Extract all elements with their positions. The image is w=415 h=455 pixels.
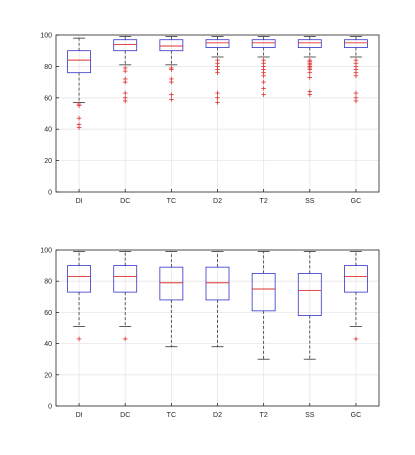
x-tick-label: SS xyxy=(305,198,315,205)
box-TC xyxy=(159,251,184,348)
x-tick-label: DC xyxy=(120,198,130,205)
box-DC xyxy=(113,36,138,104)
outlier-point xyxy=(215,100,220,105)
outlier-point xyxy=(307,70,313,75)
iqr-box xyxy=(251,39,276,48)
box-GC xyxy=(344,36,368,104)
outlier-point xyxy=(307,92,313,97)
box-T2 xyxy=(251,36,276,97)
outlier-point xyxy=(122,90,128,96)
y-tick-label: 60 xyxy=(44,310,52,317)
box-DI xyxy=(67,251,91,342)
outlier-point xyxy=(122,68,128,74)
outlier-point xyxy=(76,125,82,130)
outlier-point xyxy=(122,79,128,85)
outlier-point xyxy=(353,73,359,79)
y-tick-label: 40 xyxy=(44,341,52,348)
iqr-box xyxy=(67,265,91,293)
x-tick-label: GC xyxy=(351,412,362,419)
box-D2 xyxy=(205,36,230,105)
outlier-point xyxy=(122,336,128,342)
box-SS xyxy=(297,251,322,360)
iqr-box xyxy=(297,272,322,316)
iqr-box xyxy=(297,39,322,48)
y-tick-label: 40 xyxy=(44,127,52,134)
outlier-point xyxy=(353,98,359,104)
x-tick-label: T2 xyxy=(260,412,268,419)
outlier-point xyxy=(76,336,82,342)
outlier-point xyxy=(261,73,266,79)
iqr-box xyxy=(344,265,368,293)
box-SS xyxy=(297,36,322,97)
box-D2 xyxy=(205,251,230,348)
x-tick-label: DI xyxy=(76,412,83,419)
box-DI xyxy=(67,37,91,130)
outlier-point xyxy=(215,70,220,75)
x-tick-label: DC xyxy=(120,412,130,419)
y-tick-label: 100 xyxy=(40,33,52,40)
y-tick-label: 20 xyxy=(44,372,52,379)
outlier-point xyxy=(76,115,82,121)
x-tick-label: TC xyxy=(167,412,176,419)
outlier-point xyxy=(353,90,359,96)
outlier-point xyxy=(353,336,359,342)
y-tick-label: 80 xyxy=(44,279,52,286)
iqr-box xyxy=(159,39,184,52)
outlier-point xyxy=(76,103,82,108)
x-tick-label: DI xyxy=(76,198,83,205)
iqr-box xyxy=(251,272,276,312)
y-tick-label: 20 xyxy=(44,158,52,165)
boxplot-panel-2: 0 20 40 60 80 100 DI DC TC D2 T2 SS GC xyxy=(40,248,380,419)
outlier-point xyxy=(307,75,313,80)
outlier-point xyxy=(122,98,128,104)
box-DC xyxy=(113,251,138,342)
box-TC xyxy=(159,36,184,102)
iqr-box xyxy=(113,265,138,293)
outlier-point xyxy=(215,90,220,96)
iqr-box xyxy=(159,266,184,301)
x-tick-label: GC xyxy=(351,198,362,205)
outlier-point xyxy=(169,67,174,72)
outlier-point xyxy=(215,95,220,101)
x-tick-label: D2 xyxy=(213,198,222,205)
y-tick-label: 60 xyxy=(44,95,52,102)
iqr-box xyxy=(205,266,230,301)
x-tick-label: TC xyxy=(167,198,176,205)
outlier-point xyxy=(261,86,266,91)
outlier-point xyxy=(169,92,174,97)
x-tick-label: D2 xyxy=(213,412,222,419)
x-tick-label: SS xyxy=(305,412,315,419)
iqr-box xyxy=(113,39,138,52)
y-tick-label: 100 xyxy=(40,248,52,255)
outlier-point xyxy=(261,79,266,85)
y-tick-label: 0 xyxy=(48,190,52,197)
boxplot-panel-1: 0 20 40 60 80 100 DI DC TC D2 T2 SS GC xyxy=(40,33,380,205)
outlier-point xyxy=(169,79,174,85)
iqr-box xyxy=(344,39,368,48)
box-T2 xyxy=(251,251,276,360)
outlier-point xyxy=(261,92,266,97)
outlier-point xyxy=(169,97,174,102)
y-tick-label: 0 xyxy=(48,404,52,411)
y-tick-label: 80 xyxy=(44,64,52,71)
iqr-box xyxy=(205,39,230,48)
x-tick-label: T2 xyxy=(260,198,268,205)
box-GC xyxy=(344,251,368,342)
iqr-box xyxy=(67,50,91,74)
